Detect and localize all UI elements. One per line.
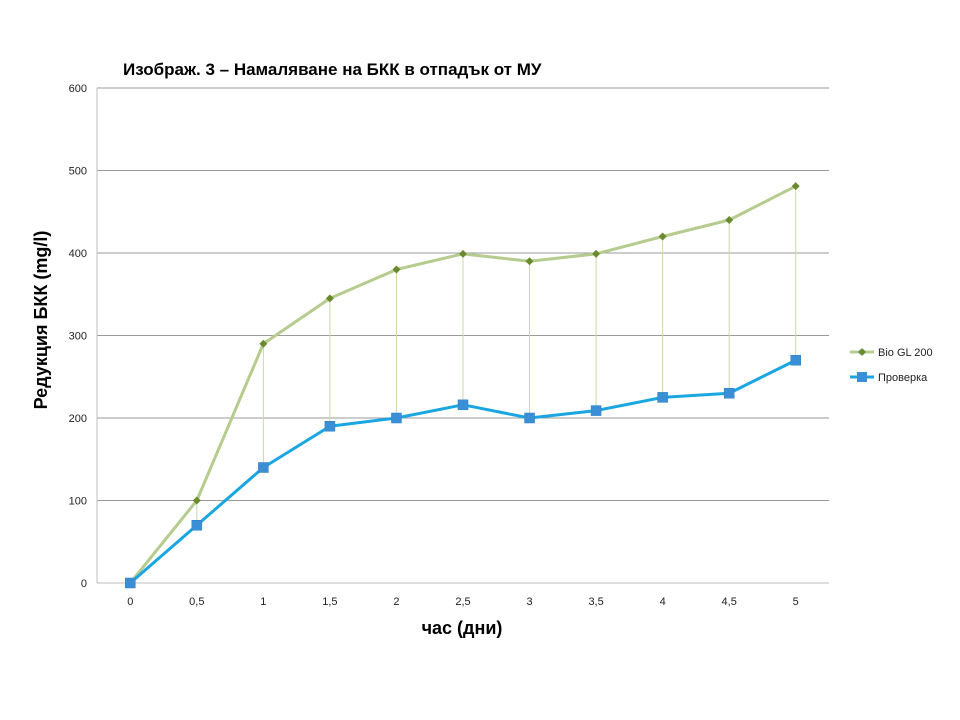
drop-lines <box>196 186 797 526</box>
y-tick-label: 0 <box>81 578 87 590</box>
legend-marker <box>857 372 867 382</box>
x-tick-label: 2,5 <box>455 596 470 608</box>
legend-marker <box>858 348 866 356</box>
x-tick-label: 4 <box>660 596 666 608</box>
data-point <box>191 520 203 531</box>
data-point <box>725 216 734 224</box>
y-axis-title: Редукция БКК (mg/l) <box>31 231 51 410</box>
y-tick-label: 600 <box>69 83 87 95</box>
data-point <box>791 182 800 191</box>
data-point <box>391 412 402 424</box>
x-tick-label: 5 <box>793 596 799 608</box>
legend-label: Проверка <box>878 372 928 384</box>
series-group <box>125 182 801 589</box>
data-point <box>790 355 801 366</box>
x-tick-label: 1,5 <box>322 596 337 608</box>
chart-title: Изображ. 3 – Намаляване на БКК в отпадък… <box>123 60 542 79</box>
data-point <box>657 392 668 403</box>
data-point <box>525 257 534 266</box>
x-tick-label: 1 <box>260 596 266 608</box>
data-point <box>524 412 535 424</box>
y-axis-ticks: 0 100 200 300 400 500 600 <box>69 83 87 590</box>
x-tick-label: 4,5 <box>722 596 737 608</box>
data-point <box>125 577 136 589</box>
data-point <box>258 462 269 473</box>
x-tick-label: 0 <box>127 596 133 608</box>
data-point <box>457 399 469 411</box>
x-tick-label: 3,5 <box>588 596 603 608</box>
x-axis-ticks: 0 0,5 1 1,5 2 2,5 3 3,5 4 4,5 5 <box>127 596 799 608</box>
y-tick-label: 500 <box>69 166 87 178</box>
data-point <box>459 249 467 258</box>
y-tick-label: 300 <box>69 331 87 343</box>
x-tick-label: 0,5 <box>189 596 204 608</box>
data-point <box>723 388 735 399</box>
x-tick-label: 3 <box>526 596 532 608</box>
data-point <box>192 496 201 505</box>
y-tick-label: 200 <box>69 413 87 425</box>
x-tick-label: 2 <box>393 596 399 608</box>
y-tick-label: 400 <box>69 248 87 260</box>
data-point <box>325 294 334 303</box>
data-point <box>259 339 268 348</box>
data-point <box>658 232 667 241</box>
data-point <box>592 249 601 258</box>
data-point <box>392 265 401 274</box>
legend-label: Bio GL 200 <box>878 347 933 359</box>
x-axis-title: час (дни) <box>422 618 503 638</box>
data-point <box>324 421 336 432</box>
data-point <box>590 405 602 416</box>
legend: Bio GL 200 Проверка <box>850 347 933 384</box>
y-tick-label: 100 <box>69 496 87 508</box>
